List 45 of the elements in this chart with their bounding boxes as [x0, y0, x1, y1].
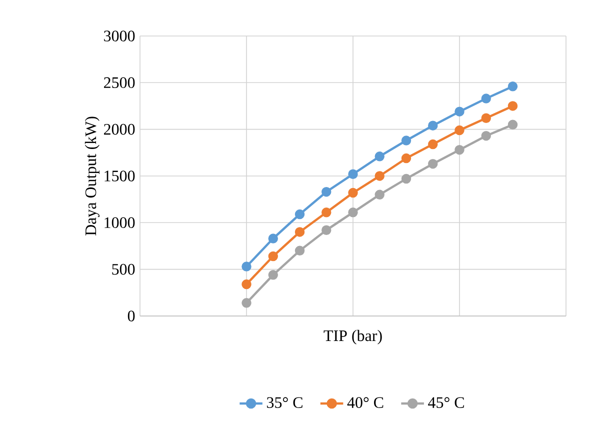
legend-label: 45° C	[428, 397, 464, 408]
point	[348, 188, 358, 198]
point	[401, 153, 412, 164]
point	[428, 120, 438, 130]
y-tick-label: 3000	[104, 30, 135, 42]
legend-label: 35° C	[266, 397, 302, 408]
point	[374, 152, 384, 162]
y-tick-label: 1500	[104, 170, 135, 182]
x-axis-title: TIP (bar)	[324, 330, 382, 344]
point	[428, 139, 438, 150]
point	[508, 101, 518, 111]
point	[401, 136, 412, 146]
y-tick-label: 2000	[104, 124, 135, 135]
point	[268, 234, 278, 244]
point	[294, 227, 305, 237]
point	[481, 113, 491, 123]
point	[428, 158, 438, 169]
y-axis-title: Daya Output (kW)	[84, 116, 100, 236]
y-tick-label: 500	[112, 264, 135, 275]
point	[268, 251, 278, 262]
point	[374, 190, 384, 200]
legend-label: 40° C	[347, 397, 384, 408]
point	[322, 186, 332, 197]
point	[268, 270, 278, 280]
point	[242, 279, 252, 290]
point	[401, 174, 412, 184]
point	[242, 298, 252, 308]
y-tick-label: 2500	[104, 77, 135, 88]
point	[454, 125, 464, 136]
point	[508, 82, 518, 92]
point	[322, 225, 332, 235]
point	[374, 171, 384, 181]
y-tick-label: 0	[128, 310, 135, 322]
point	[454, 144, 464, 155]
point	[294, 246, 305, 256]
point	[481, 130, 491, 141]
point	[348, 169, 358, 179]
point	[294, 209, 305, 220]
point	[454, 106, 464, 116]
point	[242, 262, 252, 272]
y-tick-label: 1000	[104, 217, 135, 228]
point	[481, 94, 491, 104]
point	[322, 208, 332, 218]
point	[508, 120, 518, 130]
point	[348, 208, 358, 218]
